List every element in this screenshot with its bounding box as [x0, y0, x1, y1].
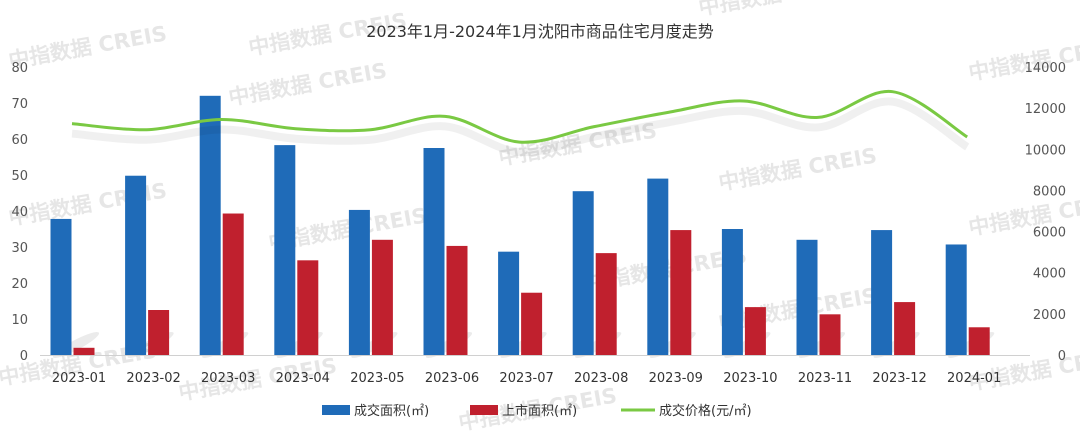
- deal-area-bar: [348, 209, 370, 355]
- deal-area-bar: [572, 191, 594, 355]
- left-axis: 0 10 20 30 40 50 60 70 80: [11, 61, 28, 364]
- right-tick-label: 10000: [1025, 143, 1066, 158]
- legend-label: 上市面积(㎡): [502, 403, 577, 419]
- right-tick-label: 14000: [1025, 61, 1066, 76]
- listed-area-bar: [371, 239, 393, 355]
- right-tick-label: 2000: [1033, 308, 1066, 323]
- left-tick-label: 60: [11, 133, 28, 148]
- deal-area-bar: [647, 178, 669, 355]
- listed-area-bar: [73, 347, 95, 355]
- x-tick-label: 2023-02: [126, 371, 180, 386]
- left-tick-label: 40: [11, 205, 28, 220]
- listed-area-bar: [744, 307, 766, 355]
- deal-area-bar: [199, 95, 221, 356]
- left-tick-label: 30: [11, 241, 28, 256]
- listed-area-bar: [894, 302, 916, 355]
- left-tick-label: 50: [11, 169, 28, 184]
- price-line-path: [71, 90, 969, 144]
- x-tick-label: 2023-06: [425, 371, 479, 386]
- legend-swatch: [470, 405, 498, 415]
- deal-area-bar: [498, 251, 520, 355]
- x-tick-label: 2023-12: [872, 371, 926, 386]
- x-tick-label: 2023-01: [52, 371, 106, 386]
- right-tick-label: 4000: [1033, 267, 1066, 282]
- x-tick-label: 2023-10: [723, 371, 777, 386]
- legend-label: 成交面积(㎡): [354, 403, 429, 419]
- price-line-shadow: [71, 97, 970, 157]
- x-tick-label: 2023-08: [574, 371, 628, 386]
- deal-area-bar: [945, 244, 967, 355]
- watermark-text: 中指数据 CREIS: [967, 33, 1080, 84]
- listed-area-bar: [819, 314, 841, 355]
- listed-area-bar: [446, 245, 468, 355]
- deal-area-bar: [125, 175, 147, 355]
- left-tick-label: 70: [11, 97, 28, 112]
- x-tick-label: 2023-04: [276, 371, 330, 386]
- deal-area-bar: [274, 145, 296, 355]
- bars: [50, 95, 995, 358]
- right-tick-label: 6000: [1033, 226, 1066, 241]
- left-tick-label: 0: [20, 349, 28, 364]
- x-tick-label: 2024-01: [947, 371, 1001, 386]
- x-tick-label: 2023-03: [201, 371, 255, 386]
- listed-area-bar: [148, 310, 170, 355]
- x-tick-label: 2023-09: [649, 371, 703, 386]
- deal-area-bar: [423, 148, 445, 355]
- x-axis: 2023-01 2023-02 2023-03 2023-04 2023-05 2023-…: [52, 371, 1002, 386]
- x-tick-label: 2023-11: [798, 371, 852, 386]
- deal-area-bar: [721, 229, 743, 355]
- deal-area-bar: [871, 230, 893, 355]
- x-tick-label: 2023-05: [350, 371, 404, 386]
- listed-area-bar: [521, 292, 543, 355]
- price-line: [71, 90, 970, 157]
- watermark-text: 中指数据 CREIS: [717, 143, 879, 194]
- right-axis: 0 2000 4000 6000 8000 10000 12000 14000: [1025, 61, 1066, 364]
- legend-label: 成交价格(元/㎡): [659, 403, 752, 419]
- legend: 成交面积(㎡) 上市面积(㎡) 成交价格(元/㎡): [322, 403, 752, 419]
- watermark-text: 中指数据 CREIS: [697, 0, 859, 20]
- deal-area-bar: [796, 239, 818, 355]
- left-tick-label: 10: [11, 313, 28, 328]
- deal-area-bar: [50, 218, 72, 355]
- left-tick-label: 80: [11, 61, 28, 76]
- right-tick-label: 8000: [1033, 184, 1066, 199]
- left-tick-label: 20: [11, 277, 28, 292]
- listed-area-bar: [968, 327, 990, 355]
- watermark-text: 中指数据 CREIS: [227, 58, 389, 109]
- listed-area-bar: [222, 213, 244, 355]
- listed-area-bar: [297, 260, 319, 355]
- listed-area-bar: [670, 230, 692, 355]
- chart-title: 2023年1月-2024年1月沈阳市商品住宅月度走势: [366, 22, 714, 41]
- right-tick-label: 12000: [1025, 102, 1066, 117]
- listed-area-bar: [595, 253, 617, 355]
- x-tick-label: 2023-07: [499, 371, 553, 386]
- right-tick-label: 0: [1058, 349, 1066, 364]
- legend-swatch: [322, 405, 350, 415]
- watermark-text: 中指数据 CREIS: [7, 21, 169, 72]
